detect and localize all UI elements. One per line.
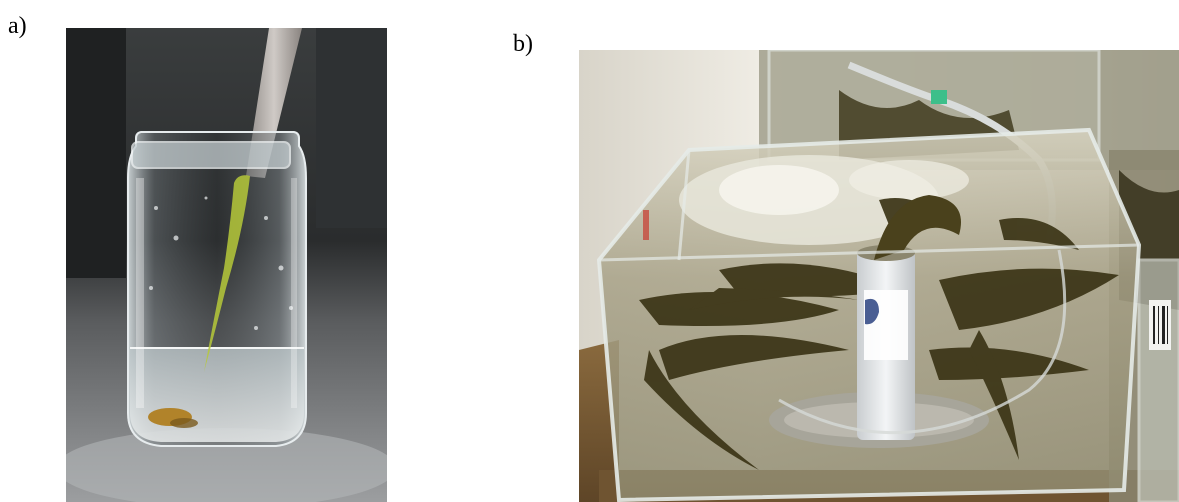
- jar-pipette-photo: [66, 28, 387, 502]
- seaweed-aquarium-photo: [579, 50, 1179, 502]
- panel-label-b: b): [513, 31, 533, 57]
- panel-label-a: a): [8, 13, 27, 39]
